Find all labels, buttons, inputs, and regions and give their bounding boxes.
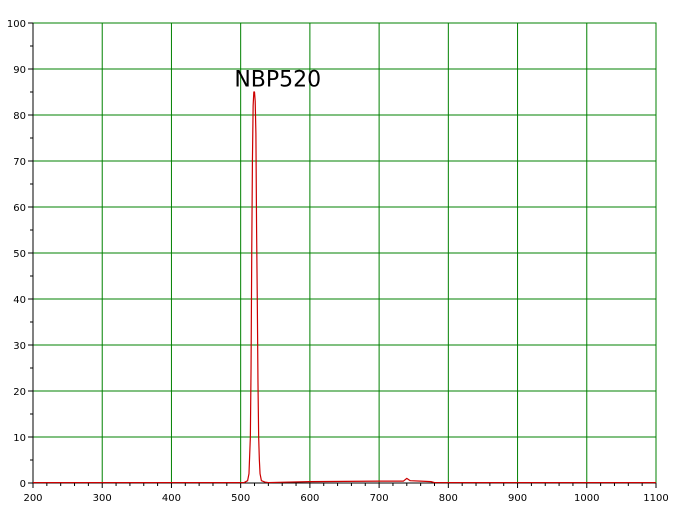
tick-label-layer: 200 300 400 500 600 700 800 900 1000 1100 0 10 20 30 4… — [7, 19, 669, 504]
y-tick-label: 60 — [13, 203, 26, 214]
x-tick-label: 1000 — [574, 493, 599, 504]
x-tick-label: 700 — [370, 493, 389, 504]
x-tick-label: 1100 — [643, 493, 668, 504]
x-tick-label: 600 — [300, 493, 319, 504]
y-tick-label: 40 — [13, 295, 26, 306]
grid-layer — [32, 22, 657, 484]
x-tick-label: 200 — [23, 493, 42, 504]
series-line — [33, 91, 656, 484]
y-tick-label: 20 — [13, 387, 26, 398]
x-tick-label: 300 — [93, 493, 112, 504]
x-tick-label: 800 — [439, 493, 458, 504]
y-tick-label: 30 — [13, 341, 26, 352]
x-tick-label: 900 — [508, 493, 527, 504]
y-tick-label: 70 — [13, 157, 26, 168]
y-tick-label: 100 — [7, 19, 26, 30]
x-tick-label: 500 — [231, 493, 250, 504]
series-layer — [33, 91, 656, 484]
y-tick-label: 0 — [20, 479, 26, 490]
y-tick-label: 80 — [13, 111, 26, 122]
tick-layer — [28, 22, 657, 488]
annotation-label: NBP520 — [234, 68, 321, 93]
y-tick-label: 50 — [13, 249, 26, 260]
x-tick-label: 400 — [162, 493, 181, 504]
y-tick-label: 10 — [13, 433, 26, 444]
y-tick-label: 90 — [13, 65, 26, 76]
